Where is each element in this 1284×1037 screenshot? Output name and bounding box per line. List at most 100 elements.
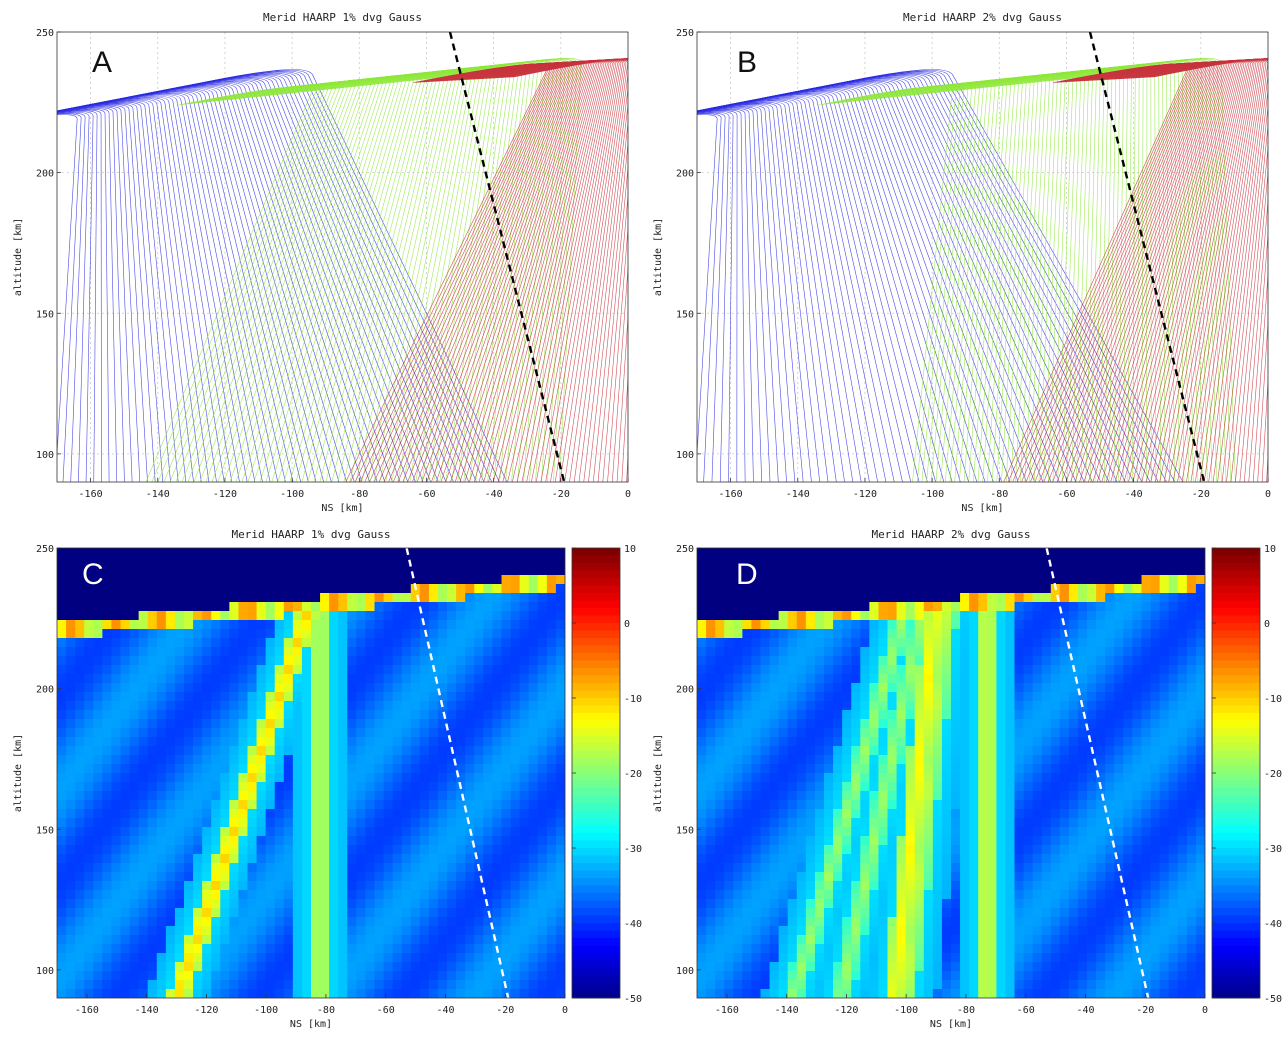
heatmap-cell <box>511 665 520 674</box>
heatmap-cell <box>538 935 547 944</box>
heatmap-cell <box>878 620 887 629</box>
heatmap-cell <box>184 629 193 638</box>
heatmap-cell <box>184 917 193 926</box>
heatmap-cell <box>697 719 706 728</box>
heatmap-cell <box>1096 710 1105 719</box>
heatmap-cell <box>1196 629 1205 638</box>
heatmap-cell <box>520 557 529 566</box>
heatmap-cell <box>402 755 411 764</box>
heatmap-cell <box>456 602 465 611</box>
heatmap-cell <box>906 656 915 665</box>
heatmap-cell <box>556 728 565 737</box>
heatmap-cell <box>556 917 565 926</box>
heatmap-cell <box>166 935 175 944</box>
heatmap-cell <box>529 845 538 854</box>
heatmap-cell <box>338 899 347 908</box>
heatmap-cell <box>1087 602 1096 611</box>
heatmap-cell <box>1142 737 1151 746</box>
heatmap-cell <box>960 593 969 602</box>
heatmap-cell <box>202 872 211 881</box>
heatmap-cell <box>742 719 751 728</box>
heatmap-cell <box>184 548 193 557</box>
heatmap-cell <box>924 782 933 791</box>
heatmap-cell <box>402 638 411 647</box>
heatmap-cell <box>393 548 402 557</box>
heatmap-cell <box>84 953 93 962</box>
heatmap-cell <box>193 557 202 566</box>
heatmap-cell <box>75 818 84 827</box>
heatmap-cell <box>1196 701 1205 710</box>
heatmap-cell <box>706 737 715 746</box>
heatmap-cell <box>474 935 483 944</box>
heatmap-cell <box>438 899 447 908</box>
heatmap-cell <box>356 809 365 818</box>
heatmap-cell <box>365 620 374 629</box>
heatmap-cell <box>111 926 120 935</box>
heatmap-cell <box>1114 710 1123 719</box>
heatmap-cell <box>1187 647 1196 656</box>
heatmap-cell <box>465 872 474 881</box>
heatmap-cell <box>302 800 311 809</box>
heatmap-cell <box>293 872 302 881</box>
heatmap-cell <box>906 701 915 710</box>
heatmap-cell <box>483 620 492 629</box>
heatmap-cell <box>121 926 130 935</box>
heatmap-cell <box>724 557 733 566</box>
heatmap-cell <box>130 782 139 791</box>
heatmap-cell <box>915 746 924 755</box>
heatmap-cell <box>130 791 139 800</box>
heatmap-cell <box>1051 548 1060 557</box>
heatmap-cell <box>742 782 751 791</box>
heatmap-cell <box>906 764 915 773</box>
heatmap-cell <box>960 701 969 710</box>
heatmap-cell <box>411 557 420 566</box>
heatmap-cell <box>742 701 751 710</box>
heatmap-cell <box>1005 584 1014 593</box>
heatmap-cell <box>184 935 193 944</box>
heatmap-cell <box>1132 773 1141 782</box>
heatmap-cell <box>393 962 402 971</box>
heatmap-cell <box>57 782 66 791</box>
heatmap-cell <box>520 710 529 719</box>
heatmap-cell <box>770 557 779 566</box>
heatmap-cell <box>806 710 815 719</box>
heatmap-cell <box>121 548 130 557</box>
heatmap-cell <box>942 638 951 647</box>
heatmap-cell <box>502 818 511 827</box>
heatmap-cell <box>384 881 393 890</box>
heatmap-cell <box>556 800 565 809</box>
heatmap-cell <box>502 701 511 710</box>
heatmap-cell <box>320 926 329 935</box>
colorbar-band <box>572 931 620 939</box>
heatmap-cell <box>66 584 75 593</box>
heatmap-cell <box>121 593 130 602</box>
heatmap-cell <box>942 764 951 773</box>
heatmap-cell <box>538 683 547 692</box>
heatmap-cell <box>302 872 311 881</box>
heatmap-cell <box>1078 665 1087 674</box>
heatmap-cell <box>248 863 257 872</box>
heatmap-cell <box>447 701 456 710</box>
heatmap-cell <box>84 737 93 746</box>
heatmap-cell <box>697 620 706 629</box>
heatmap-cell <box>1096 566 1105 575</box>
heatmap-cell <box>511 755 520 764</box>
heatmap-cell <box>547 728 556 737</box>
heatmap-cell <box>933 692 942 701</box>
heatmap-cell <box>429 935 438 944</box>
heatmap-cell <box>429 566 438 575</box>
heatmap-cell <box>1123 548 1132 557</box>
heatmap-cell <box>193 719 202 728</box>
heatmap-cell <box>429 683 438 692</box>
heatmap-cell <box>906 548 915 557</box>
heatmap-cell <box>384 917 393 926</box>
heatmap-cell <box>502 845 511 854</box>
heatmap-cell <box>1042 755 1051 764</box>
heatmap-cell <box>1060 575 1069 584</box>
heatmap-cell <box>1015 566 1024 575</box>
heatmap-cell <box>851 728 860 737</box>
heatmap-cell <box>933 710 942 719</box>
heatmap-cell <box>547 872 556 881</box>
heatmap-cell <box>284 827 293 836</box>
heatmap-cell <box>1069 575 1078 584</box>
